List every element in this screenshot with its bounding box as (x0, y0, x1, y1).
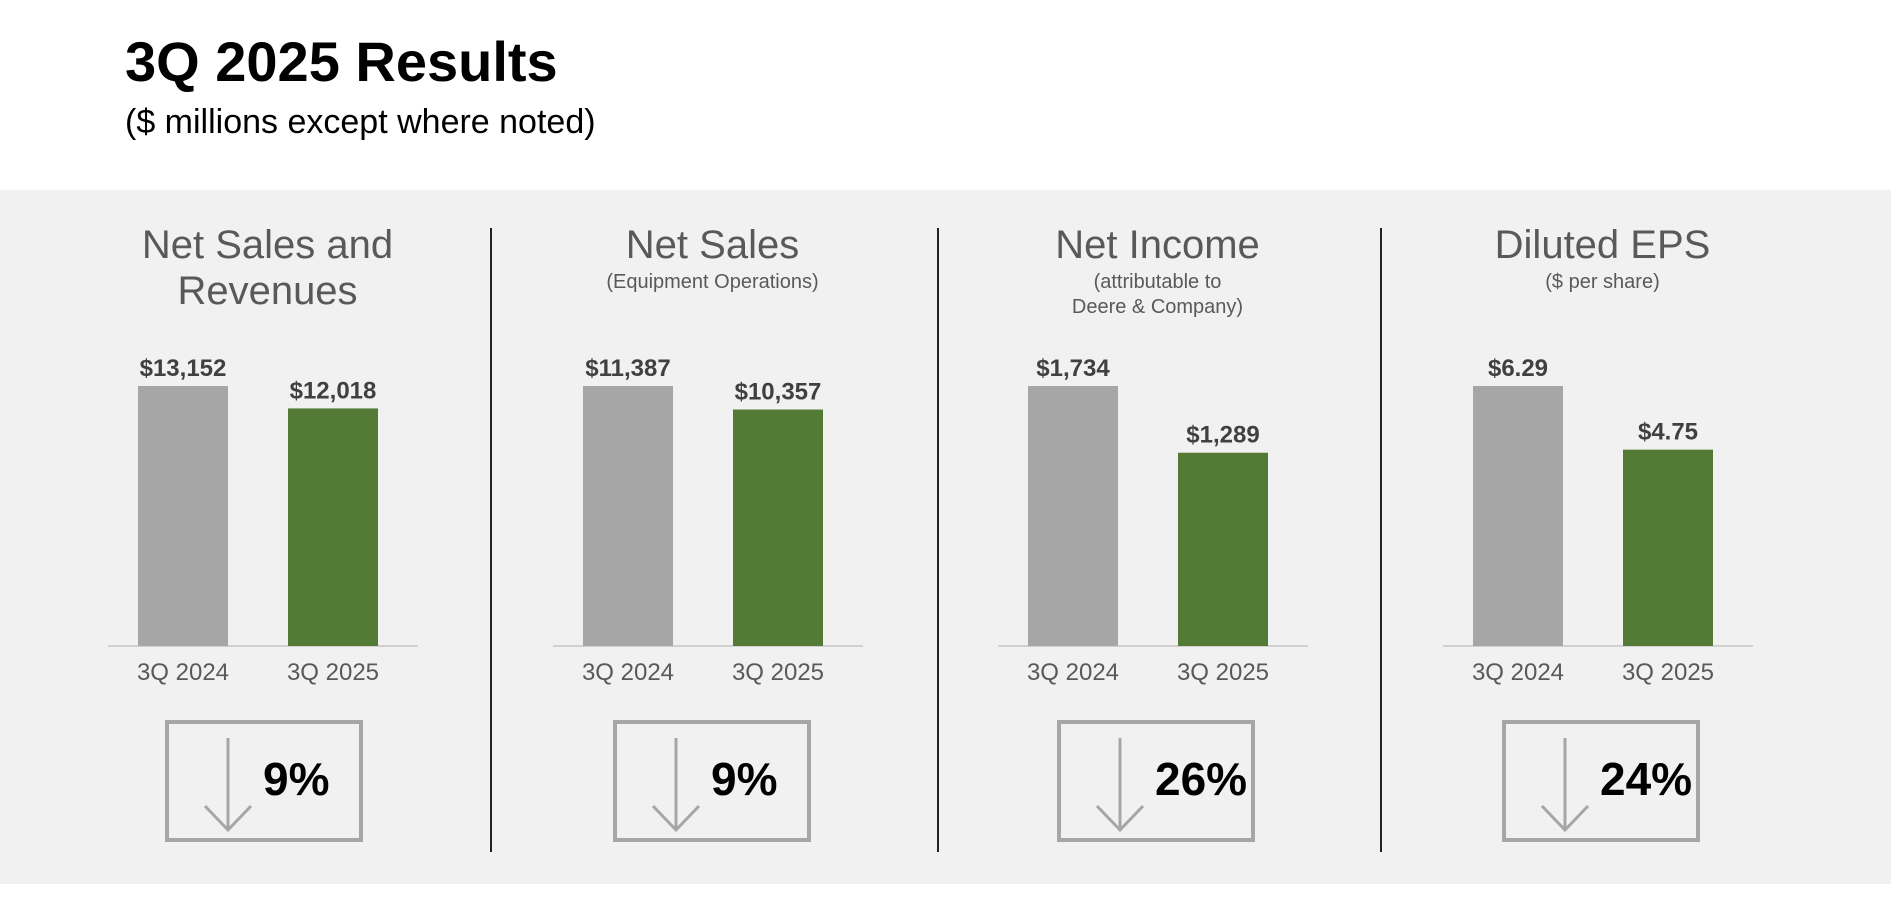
percent-change: 26% (1155, 753, 1248, 805)
x-tick-label: 3Q 2024 (582, 659, 674, 686)
x-tick-label: 3Q 2024 (1472, 659, 1564, 686)
panel-divider (937, 228, 939, 852)
bar (583, 386, 673, 646)
change-indicator: 26% (1057, 720, 1255, 842)
panel-divider (490, 228, 492, 852)
chart-net-sales-and-revenues: Net Sales and Revenues $13,152 3Q 2024 $12… (80, 190, 455, 884)
bar (733, 409, 823, 646)
bar-chart: $13,152 3Q 2024 $12,018 3Q 2025 (108, 355, 418, 686)
chart-subtitle: ($ per share) (1545, 271, 1660, 293)
chart-diluted-eps: Diluted EPS ($ per share) $6.29 3Q 2024 $4… (1415, 190, 1790, 884)
data-label: $6.29 (1488, 355, 1548, 382)
down-arrow-icon (651, 738, 701, 833)
data-label: $1,289 (1186, 422, 1259, 449)
chart-title: Net Sales and Revenues (141, 223, 394, 313)
down-arrow-icon (203, 738, 253, 833)
page-title: 3Q 2025 Results (125, 30, 558, 93)
x-tick-label: 3Q 2024 (1027, 659, 1119, 686)
bar (288, 408, 378, 646)
panel-divider (1380, 228, 1382, 852)
bar-chart: $6.29 3Q 2024 $4.75 3Q 2025 (1443, 355, 1753, 686)
x-tick-label: 3Q 2025 (1622, 659, 1714, 686)
percent-change: 9% (263, 753, 330, 805)
percent-change: 24% (1600, 753, 1693, 805)
data-label: $10,357 (735, 379, 822, 406)
bar (1623, 449, 1713, 646)
bar-chart: $1,734 3Q 2024 $1,289 3Q 2025 (998, 355, 1308, 686)
chart-net-sales-equipment-operations: Net Sales (Equipment Operations) $11,387… (525, 190, 900, 884)
chart-net-income: Net Income (attributable to Deere & Comp… (970, 190, 1345, 884)
change-indicator: 9% (165, 720, 363, 842)
x-tick-label: 3Q 2024 (137, 659, 229, 686)
page-subtitle: ($ millions except where noted) (125, 103, 596, 141)
x-tick-label: 3Q 2025 (1177, 659, 1269, 686)
down-arrow-icon (1540, 738, 1590, 833)
x-tick-label: 3Q 2025 (287, 659, 379, 686)
bar-chart: $11,387 3Q 2024 $10,357 3Q 2025 (553, 355, 863, 686)
chart-title: Net Sales (625, 223, 800, 267)
bar (138, 386, 228, 646)
bar (1473, 386, 1563, 646)
data-label: $11,387 (585, 355, 670, 382)
change-indicator: 24% (1502, 720, 1700, 842)
x-tick-label: 3Q 2025 (732, 659, 824, 686)
chart-title: Net Income (1055, 223, 1260, 267)
chart-subtitle: (attributable to Deere & Company) (1071, 271, 1244, 318)
percent-change: 9% (711, 753, 778, 805)
down-arrow-icon (1095, 738, 1145, 833)
data-label: $1,734 (1036, 355, 1110, 382)
data-label: $12,018 (290, 377, 377, 404)
chart-title: Diluted EPS (1494, 223, 1711, 267)
change-indicator: 9% (613, 720, 811, 842)
chart-subtitle: (Equipment Operations) (606, 271, 819, 293)
data-label: $13,152 (140, 355, 227, 382)
data-label: $4.75 (1638, 419, 1698, 446)
bar (1178, 452, 1268, 646)
bar (1028, 386, 1118, 646)
